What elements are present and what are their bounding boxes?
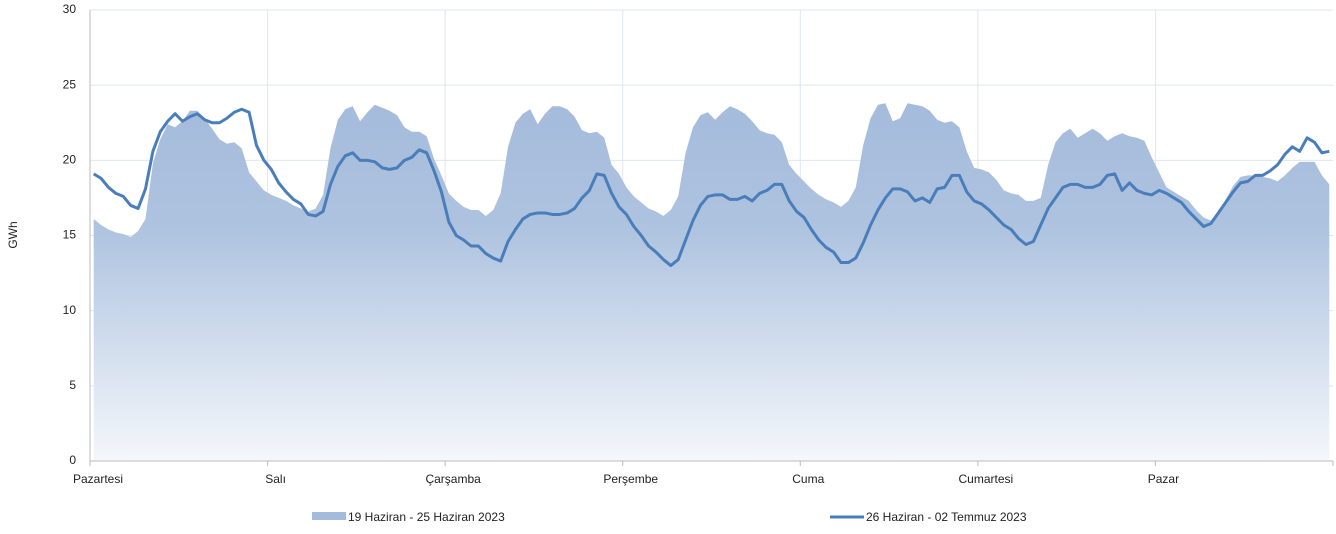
y-tick-label: 20: [63, 153, 77, 167]
x-tick-label: Salı: [265, 472, 286, 486]
x-tick-label: Cumartesi: [959, 472, 1014, 486]
y-tick-label: 10: [63, 303, 77, 317]
legend-swatch: [312, 512, 346, 520]
line: [92, 107, 1330, 268]
x-tick-label: Çarşamba: [425, 472, 481, 486]
legend-label: 19 Haziran - 25 Haziran 2023: [348, 510, 505, 524]
x-tick-label: Perşembe: [603, 472, 658, 486]
y-axis-label: GWh: [6, 221, 20, 248]
y-tick-label: 25: [63, 77, 77, 91]
y-tick-label: 5: [69, 378, 76, 392]
y-tick-label: 15: [63, 228, 77, 242]
x-tick-label: Pazartesi: [73, 472, 123, 486]
y-tick-label: 30: [63, 2, 77, 16]
y-tick-label: 0: [69, 453, 76, 467]
legend-label: 26 Haziran - 02 Temmuz 2023: [866, 510, 1027, 524]
x-tick-label: Cuma: [792, 472, 824, 486]
x-tick-label: Pazar: [1148, 472, 1179, 486]
area: [93, 103, 1330, 461]
